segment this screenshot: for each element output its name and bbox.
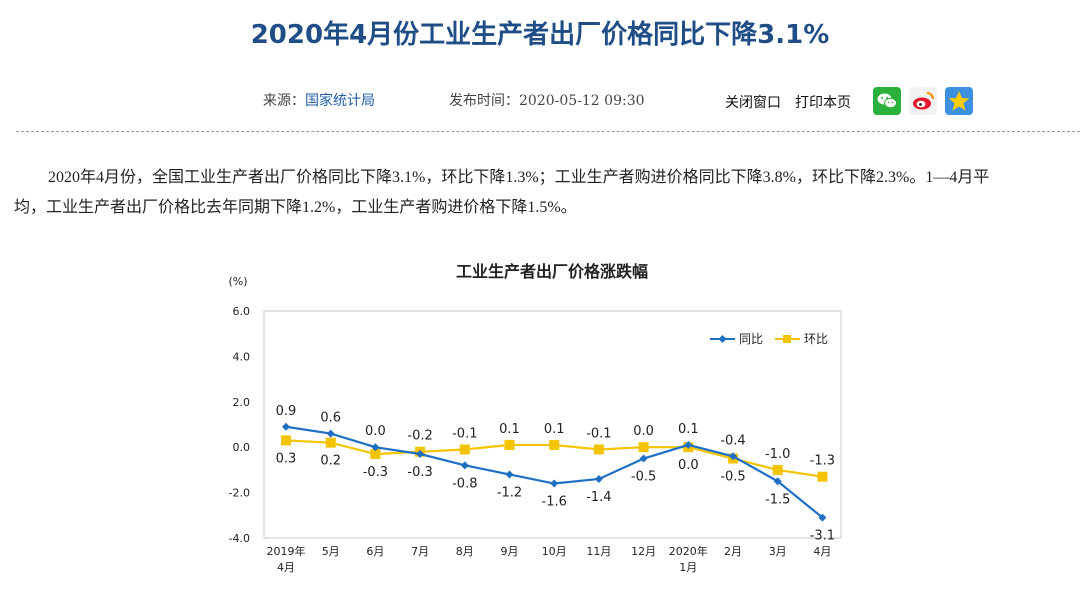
point-mom [638, 442, 649, 453]
point-mom [549, 439, 560, 450]
data-label-yoy: 0.1 [678, 422, 699, 437]
x-tick-label: 5月 [322, 545, 340, 558]
y-tick-label: -4.0 [229, 532, 250, 545]
data-label-mom: 0.1 [544, 422, 565, 437]
data-label-mom: 0.0 [678, 458, 699, 473]
point-yoy [460, 461, 469, 470]
data-label-mom: -0.2 [407, 429, 432, 444]
point-mom [772, 464, 783, 475]
y-tick-label: 2.0 [233, 396, 251, 409]
data-label-mom: -1.0 [765, 447, 790, 462]
x-tick-label: 7月 [411, 545, 429, 558]
point-mom [817, 471, 828, 482]
y-tick-label: 6.0 [233, 305, 251, 318]
point-mom [593, 444, 604, 455]
point-yoy [550, 479, 559, 488]
point-yoy [326, 429, 335, 438]
data-label-yoy: 0.6 [320, 411, 341, 426]
x-tick-label: 9月 [501, 545, 519, 558]
header-divider [16, 131, 1080, 132]
data-label-yoy: -1.6 [542, 495, 567, 510]
data-label-yoy: -0.5 [631, 470, 656, 485]
data-label-yoy: 0.0 [365, 424, 386, 439]
point-yoy [684, 440, 693, 449]
wechat-icon[interactable] [873, 87, 901, 115]
point-yoy [639, 454, 648, 463]
x-tick-label: 6月 [366, 545, 384, 558]
plot-area [263, 310, 842, 539]
x-tick-label: 11月 [586, 545, 611, 558]
data-label-yoy: -1.2 [497, 485, 522, 500]
data-label-yoy: -0.3 [407, 465, 432, 480]
data-label-yoy: -0.8 [452, 476, 477, 491]
x-tick-label: 10月 [542, 545, 567, 558]
y-tick-label: 4.0 [233, 350, 251, 363]
point-yoy [282, 422, 290, 431]
x-tick-label: 12月 [631, 545, 656, 558]
point-yoy [371, 443, 380, 452]
source-link[interactable]: 国家统计局 [305, 93, 375, 109]
publish-label: 发布时间： [449, 93, 519, 109]
point-mom [281, 435, 291, 446]
x-tick-label: 4月 [813, 545, 831, 558]
print-page-button[interactable]: 打印本页 [795, 95, 851, 111]
legend: 同比 环比 [710, 332, 828, 346]
x-tick-label: 2019年 4月 [267, 544, 306, 574]
chart-title: 工业生产者出厂价格涨跌幅 [456, 262, 648, 281]
data-label-mom: 0.0 [633, 424, 654, 439]
point-yoy [818, 513, 827, 522]
y-tick-label: 0.0 [233, 441, 251, 454]
point-mom [459, 444, 470, 455]
data-label-yoy: 0.9 [276, 404, 297, 419]
y-axis-label: (%) [228, 275, 247, 288]
point-yoy [505, 470, 514, 479]
x-tick-label: 3月 [769, 545, 787, 558]
point-yoy [594, 474, 603, 483]
close-window-button[interactable]: 关闭窗口 [725, 95, 781, 111]
data-label-yoy: -1.5 [765, 492, 790, 507]
data-label-mom: -0.3 [363, 465, 388, 480]
data-label-mom: -0.5 [720, 470, 745, 485]
data-label-mom: 0.2 [320, 454, 341, 469]
data-label-mom: 0.3 [276, 451, 297, 466]
data-label-mom: -1.3 [810, 454, 835, 469]
point-mom [370, 449, 381, 460]
weibo-icon[interactable] [909, 87, 937, 115]
data-label-mom: 0.1 [499, 422, 520, 437]
publish-time: 2020-05-12 09:30 [519, 93, 645, 109]
x-tick-label: 2020年 1月 [669, 544, 708, 574]
point-mom [325, 437, 336, 448]
x-tick-label: 2月 [724, 545, 742, 558]
data-label-mom: -0.1 [452, 426, 477, 441]
article-paragraph: 2020年4月份，全国工业生产者出厂价格同比下降3.1%，环比下降1.3%；工业… [14, 169, 990, 216]
source-info: 来源：国家统计局 [263, 90, 375, 110]
qzone-icon[interactable] [945, 87, 973, 115]
data-label-mom: -0.1 [586, 426, 611, 441]
point-mom [504, 439, 515, 450]
source-label: 来源： [263, 93, 305, 109]
x-tick-label: 8月 [456, 545, 474, 558]
data-label-yoy: -1.4 [586, 490, 611, 505]
point-yoy [416, 450, 425, 459]
point-yoy [729, 452, 737, 461]
price-change-chart: 工业生产者出厂价格涨跌幅 (%) 6.0 4.0 2.0 0.0 -2.0 -4.0 20… [228, 262, 842, 574]
legend-yoy: 同比 [739, 332, 763, 346]
data-label-yoy: -0.4 [720, 433, 745, 448]
data-label-yoy: -3.1 [810, 529, 835, 544]
point-yoy [773, 477, 782, 486]
publish-info: 发布时间：2020-05-12 09:30 [449, 90, 645, 110]
legend-mom: 环比 [804, 332, 828, 346]
y-tick-label: -2.0 [229, 487, 250, 500]
page-title: 2020年4月份工业生产者出厂价格同比下降3.1% [250, 20, 830, 50]
